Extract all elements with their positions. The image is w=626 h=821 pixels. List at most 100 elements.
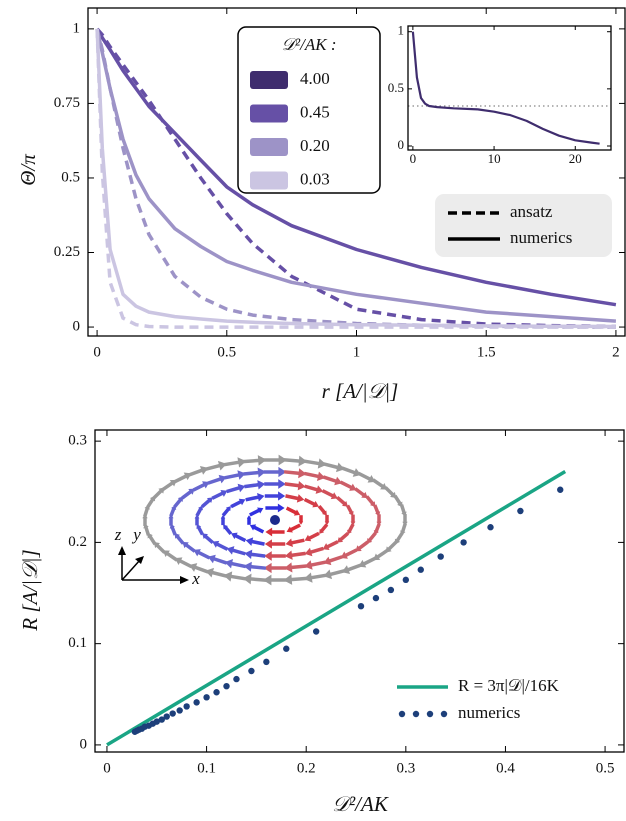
axis-letter: y [131,525,141,544]
spin-arrow [303,471,320,479]
spin-arrow [321,489,334,498]
spin-arrow [336,496,346,506]
data-line [411,31,600,145]
data-line [95,28,617,323]
spin-arrow [374,523,381,533]
data-point [557,486,564,493]
spin-arrow [184,543,196,553]
spin-arrow [173,498,183,509]
data-point [223,682,230,690]
spin-arrow [376,548,389,559]
legend-label: 0.03 [300,169,330,188]
spin-arrow-head [298,521,304,525]
spin-arrow-head [278,479,286,489]
legend-label: 0.45 [300,102,330,121]
spin-arrow-head [249,524,257,531]
spin-arrow-head [297,480,306,491]
data-point [233,675,240,683]
x-tick-label: 0.1 [197,760,216,776]
x-tick-label: 0 [410,151,417,166]
spin-arrow [290,576,308,582]
y-tick-label: 1 [398,23,405,38]
x-axis-label: 𝒟²/AK [332,792,389,816]
spin-arrow-head [349,483,357,491]
spin-dot [270,515,280,525]
spin-arrow-head [237,470,246,480]
spin-arrow [290,564,307,570]
data-point [248,667,255,675]
data-line [95,28,616,329]
spin-arrow [146,498,155,509]
spin-arrow-head [245,537,254,546]
spin-arrow-head [263,562,272,574]
plot-frame [407,25,612,151]
spin-arrow-head [198,505,203,511]
plot-frame [87,7,626,337]
spin-arrow [249,508,261,517]
spin-arrow-head [242,573,252,585]
x-tick-label: 0.5 [596,760,615,776]
spin-arrow [245,495,260,502]
y-tick-label: 1 [73,20,81,36]
spin-arrow [224,473,240,480]
legend-dot [412,710,420,718]
spin-arrow-head [278,454,287,466]
axis-arrow-head [135,556,144,564]
axis-letter: z [114,525,122,544]
x-axis-label: r [A/|𝒟|] [322,379,399,403]
spin-arrow [339,480,353,490]
spin-arrow-head [337,536,344,543]
spin-arrow-head [224,558,234,569]
spin-arrow [178,559,193,569]
spin-arrow-head [330,492,338,500]
spin-arrow [362,556,377,566]
spin-arrow-head [257,455,267,466]
spin-arrow [326,540,339,549]
data-point [283,645,290,652]
data-line [95,27,616,329]
spin-arrow-head [226,506,231,512]
data-point [163,713,170,720]
x-tick-label: 1.5 [477,344,496,360]
spin-arrow [243,470,260,476]
spin-arrow-head [206,497,213,504]
spin-arrow [328,555,343,563]
spin-arrow [393,494,402,505]
spin-arrow [310,560,326,567]
spin-arrow [283,470,300,476]
x-tick-label: 0 [93,344,101,360]
spin-arrow [204,534,214,544]
y-axis-label: R [A/|𝒟|] [18,549,42,631]
spin-arrow [196,526,204,536]
spin-arrow [253,525,265,534]
x-tick-label: 0.3 [396,760,415,776]
data-point [372,594,380,602]
spin-arrow-head [257,507,264,514]
spin-arrow-head [347,529,352,535]
data-line [95,28,616,329]
spin-arrow [166,551,178,562]
spin-arrow [346,563,362,572]
data-point [487,524,494,531]
spin-arrow-head [265,527,273,537]
spin-arrow-head [348,510,354,516]
y-tick-label: 0 [73,318,81,334]
spin-arrow-head [257,480,266,490]
spin-arrow-head [322,543,330,551]
spin-arrow [216,542,229,551]
spin-arrow [221,507,230,517]
spin-arrow-head [193,549,201,557]
spin-arrow-head [322,510,327,516]
spin-arrow [290,551,306,558]
spin-arrow-head [220,514,226,519]
data-point [357,602,365,610]
spin-arrow-head [316,471,326,482]
legend-label: numerics [458,703,520,722]
data-point [517,507,524,515]
spin-arrow [399,504,406,514]
spin-arrow [173,474,188,484]
spin-arrow-head [220,489,228,497]
y-tick-label: 0.5 [61,169,80,185]
